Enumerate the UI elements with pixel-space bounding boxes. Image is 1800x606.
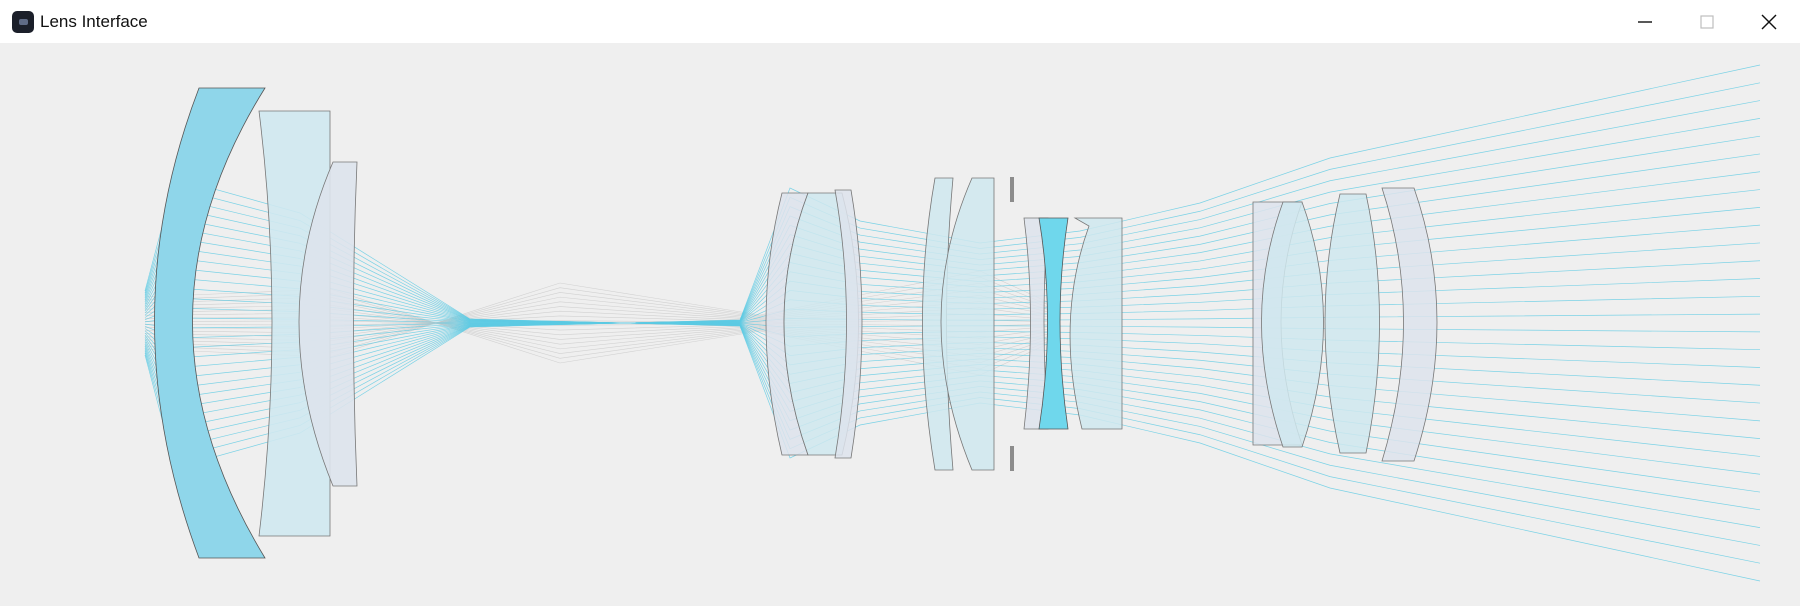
lens-element-1 — [154, 87, 266, 559]
maximize-button[interactable] — [1676, 0, 1738, 43]
aperture-stop-top — [1010, 177, 1014, 202]
title-bar[interactable]: Lens Interface — [0, 0, 1800, 43]
lens-element-10 — [1038, 217, 1069, 430]
lens-element-8 — [940, 177, 995, 471]
optical-layout-canvas[interactable] — [0, 43, 1800, 606]
close-icon — [1761, 14, 1777, 29]
lens-element-6 — [834, 189, 863, 459]
lens-element-2 — [258, 110, 331, 537]
lens-element-14 — [1324, 193, 1380, 454]
lens-element-15 — [1381, 187, 1438, 462]
lens-elements — [154, 87, 1438, 559]
app-icon — [12, 10, 34, 33]
minimize-icon — [1638, 20, 1652, 23]
lens-element-13 — [1261, 201, 1324, 448]
lens-element-11 — [1069, 217, 1123, 430]
lens-element-3 — [298, 161, 358, 487]
window-controls — [1614, 0, 1800, 43]
aperture-stop-bottom — [1010, 446, 1014, 471]
window-title: Lens Interface — [40, 11, 148, 31]
close-button[interactable] — [1738, 0, 1800, 43]
maximize-icon — [1700, 14, 1714, 29]
minimize-button[interactable] — [1614, 0, 1676, 43]
